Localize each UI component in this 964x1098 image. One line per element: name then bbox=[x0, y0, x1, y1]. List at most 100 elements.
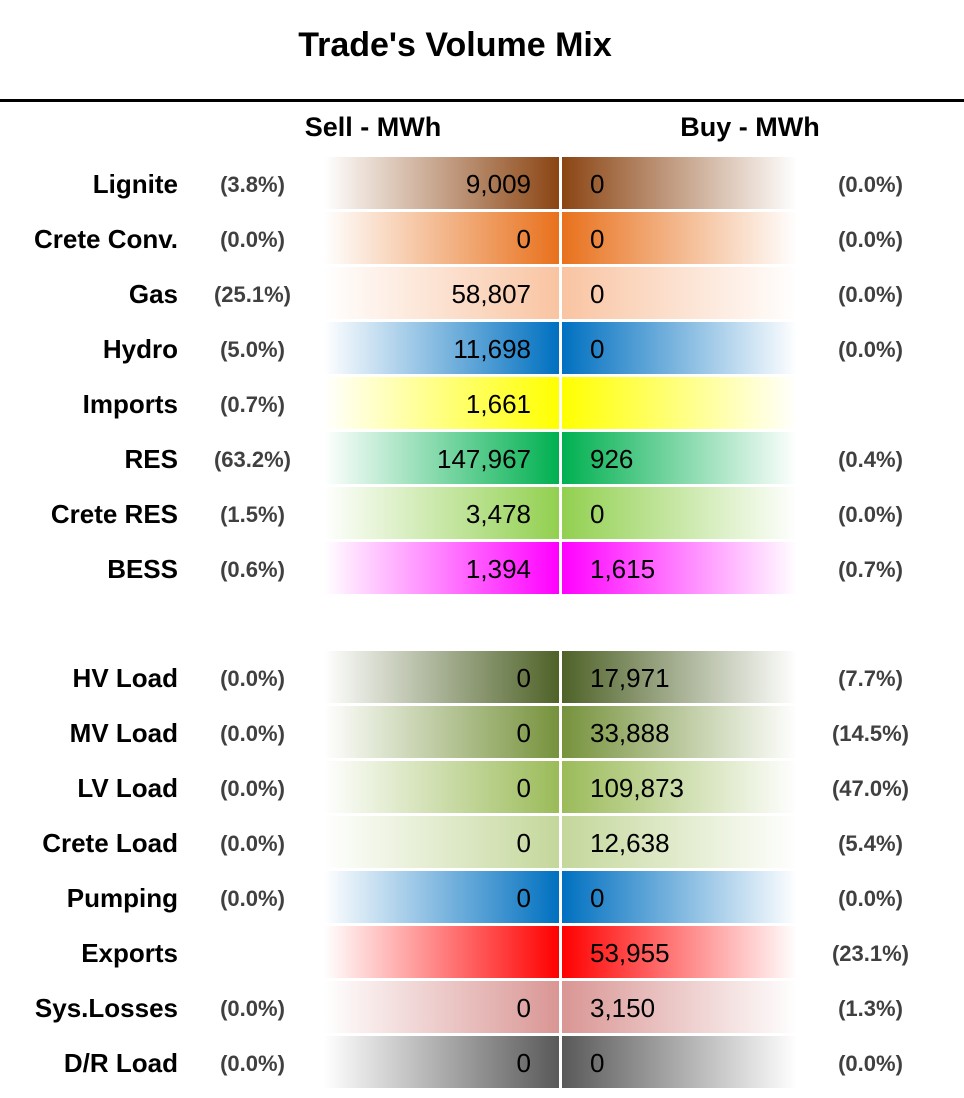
buy-value: 0 bbox=[590, 279, 605, 309]
buy-value: 0 bbox=[590, 334, 605, 364]
row-hv-load: HV Load (0.0%) 0 17,971 (7.7%) bbox=[0, 651, 964, 706]
sell-value: 0 bbox=[516, 663, 531, 693]
sell-percent: (0.6%) bbox=[220, 557, 285, 582]
sell-percent: (1.5%) bbox=[220, 502, 285, 527]
buy-percent: (5.4%) bbox=[838, 831, 903, 856]
buy-bar: 3,150 bbox=[562, 981, 797, 1033]
buy-value: 33,888 bbox=[590, 718, 670, 748]
buy-value: 17,971 bbox=[590, 663, 670, 693]
buy-percent: (0.0%) bbox=[838, 227, 903, 252]
sell-value: 3,478 bbox=[465, 499, 531, 529]
row-label: RES bbox=[124, 444, 178, 474]
buy-percent: (0.0%) bbox=[838, 886, 903, 911]
row-label: HV Load bbox=[72, 663, 178, 693]
row-d-r-load: D/R Load (0.0%) 0 0 (0.0%) bbox=[0, 1036, 964, 1091]
buy-bar: 0 bbox=[562, 871, 797, 923]
row-crete-conv: Crete Conv. (0.0%) 0 0 (0.0%) bbox=[0, 212, 964, 267]
sell-value: 147,967 bbox=[437, 444, 531, 474]
row-label: Crete RES bbox=[50, 499, 178, 529]
row-label: Crete Load bbox=[42, 828, 178, 858]
buy-column-header: Buy - MWh bbox=[680, 112, 820, 142]
row-label: Exports bbox=[81, 938, 178, 968]
sell-value: 0 bbox=[516, 224, 531, 254]
sell-bar: 0 bbox=[324, 1036, 559, 1088]
row-sys-losses: Sys.Losses (0.0%) 0 3,150 (1.3%) bbox=[0, 981, 964, 1036]
buy-percent: (47.0%) bbox=[831, 776, 910, 801]
row-lv-load: LV Load (0.0%) 0 109,873 (47.0%) bbox=[0, 761, 964, 816]
buy-bar: 0 bbox=[562, 487, 797, 539]
sell-value: 0 bbox=[516, 1048, 531, 1078]
sell-bar: 147,967 bbox=[324, 432, 559, 484]
row-gas: Gas (25.1%) 58,807 0 (0.0%) bbox=[0, 267, 964, 322]
row-label: D/R Load bbox=[63, 1048, 178, 1078]
row-res: RES (63.2%) 147,967 926 (0.4%) bbox=[0, 432, 964, 487]
buy-bar: 12,638 bbox=[562, 816, 797, 868]
sell-bar: 58,807 bbox=[324, 267, 559, 319]
center-divider bbox=[559, 157, 562, 594]
row-crete-load: Crete Load (0.0%) 0 12,638 (5.4%) bbox=[0, 816, 964, 871]
row-pumping: Pumping (0.0%) 0 0 (0.0%) bbox=[0, 871, 964, 926]
buy-value: 0 bbox=[590, 499, 605, 529]
buy-value: 0 bbox=[590, 224, 605, 254]
sell-bar: 1,394 bbox=[324, 542, 559, 594]
sell-percent: (0.0%) bbox=[220, 721, 285, 746]
buy-value: 1,615 bbox=[590, 554, 656, 584]
buy-bar: 0 bbox=[562, 212, 797, 264]
buy-bar: 33,888 bbox=[562, 706, 797, 758]
sell-percent bbox=[190, 926, 315, 981]
row-label: Crete Conv. bbox=[34, 224, 178, 254]
row-label: Hydro bbox=[102, 334, 178, 364]
buy-percent: (0.7%) bbox=[838, 557, 903, 582]
buy-percent: (0.0%) bbox=[838, 502, 903, 527]
row-mv-load: MV Load (0.0%) 0 33,888 (14.5%) bbox=[0, 706, 964, 761]
sell-bar: 3,478 bbox=[324, 487, 559, 539]
buy-bar: 926 bbox=[562, 432, 797, 484]
buy-value: 926 bbox=[590, 444, 634, 474]
buy-percent: (0.0%) bbox=[838, 172, 903, 197]
buy-bar bbox=[562, 377, 797, 429]
buy-percent: (23.1%) bbox=[831, 941, 910, 966]
buy-percent: (0.0%) bbox=[838, 337, 903, 362]
buy-percent: (0.0%) bbox=[838, 282, 903, 307]
buy-bar: 0 bbox=[562, 157, 797, 209]
title-divider bbox=[0, 99, 964, 102]
buy-value: 0 bbox=[590, 883, 605, 913]
row-label: Imports bbox=[82, 389, 178, 419]
sell-percent: (0.0%) bbox=[220, 227, 285, 252]
sell-value: 1,661 bbox=[465, 389, 531, 419]
sell-percent: (0.7%) bbox=[220, 392, 285, 417]
row-exports: Exports 53,955 (23.1%) bbox=[0, 926, 964, 981]
row-label: LV Load bbox=[77, 773, 178, 803]
buy-bar: 0 bbox=[562, 267, 797, 319]
sell-bar: 0 bbox=[324, 871, 559, 923]
buy-value: 3,150 bbox=[590, 993, 656, 1023]
sell-value: 0 bbox=[516, 828, 531, 858]
sell-bar: 11,698 bbox=[324, 322, 559, 374]
sell-value: 9,009 bbox=[465, 169, 531, 199]
sell-value: 0 bbox=[516, 883, 531, 913]
sell-percent: (5.0%) bbox=[220, 337, 285, 362]
row-label: Sys.Losses bbox=[34, 993, 178, 1023]
sell-percent: (0.0%) bbox=[220, 996, 285, 1021]
buy-bar: 17,971 bbox=[562, 651, 797, 703]
sell-bar: 0 bbox=[324, 981, 559, 1033]
center-divider bbox=[559, 651, 562, 1088]
sell-value: 1,394 bbox=[465, 554, 531, 584]
buy-percent bbox=[808, 377, 933, 432]
buy-bar: 0 bbox=[562, 1036, 797, 1088]
sell-bar: 9,009 bbox=[324, 157, 559, 209]
sell-percent: (0.0%) bbox=[220, 886, 285, 911]
sell-percent: (0.0%) bbox=[220, 776, 285, 801]
row-hydro: Hydro (5.0%) 11,698 0 (0.0%) bbox=[0, 322, 964, 377]
buy-bar: 109,873 bbox=[562, 761, 797, 813]
buy-percent: (14.5%) bbox=[831, 721, 910, 746]
sell-percent: (0.0%) bbox=[220, 1051, 285, 1076]
sell-column-header: Sell - MWh bbox=[304, 112, 442, 142]
buy-bar: 53,955 bbox=[562, 926, 797, 978]
chart-title: Trade's Volume Mix bbox=[298, 26, 612, 64]
buy-value: 109,873 bbox=[590, 773, 684, 803]
buy-percent: (0.0%) bbox=[838, 1051, 903, 1076]
row-imports: Imports (0.7%) 1,661 bbox=[0, 377, 964, 432]
sell-percent: (0.0%) bbox=[220, 666, 285, 691]
row-bess: BESS (0.6%) 1,394 1,615 (0.7%) bbox=[0, 542, 964, 597]
